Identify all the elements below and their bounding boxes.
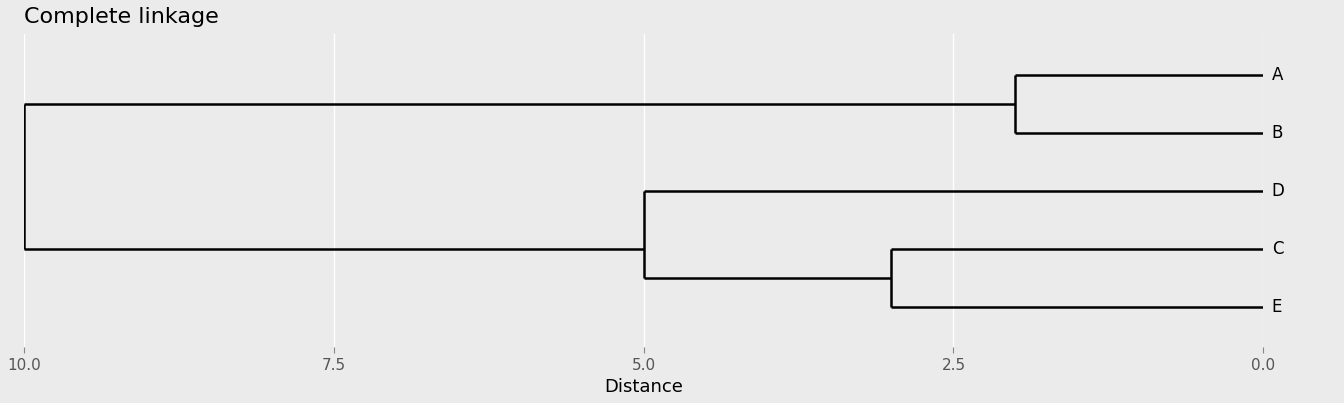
X-axis label: Distance: Distance xyxy=(605,378,683,396)
Text: D: D xyxy=(1271,182,1285,199)
Text: C: C xyxy=(1271,239,1284,258)
Text: A: A xyxy=(1271,66,1284,84)
Text: B: B xyxy=(1271,124,1284,141)
Text: Complete linkage: Complete linkage xyxy=(24,7,219,27)
Text: E: E xyxy=(1271,297,1282,316)
